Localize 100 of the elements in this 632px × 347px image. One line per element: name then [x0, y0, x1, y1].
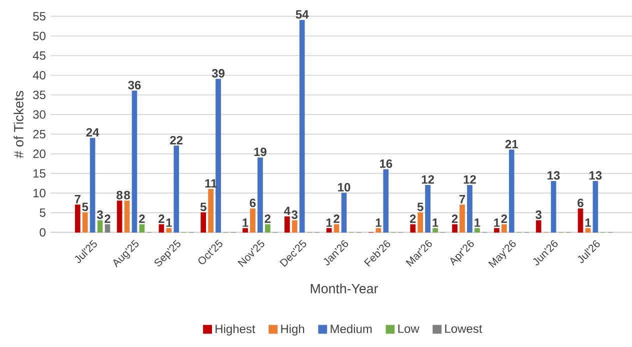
legend-label: High — [281, 324, 304, 336]
data-label: 12 — [464, 175, 476, 184]
bar — [90, 138, 96, 233]
data-label: 2 — [410, 214, 416, 223]
bar — [452, 224, 458, 233]
data-label: 6 — [578, 198, 584, 208]
data-label: 1 — [432, 218, 438, 227]
bar — [467, 184, 472, 233]
bar — [208, 188, 214, 233]
y-tick-label: 50 — [33, 32, 46, 40]
y-tick-label: 45 — [32, 51, 46, 60]
bar — [501, 224, 507, 233]
data-label: 8 — [116, 190, 123, 200]
bar — [264, 224, 270, 233]
data-label: 8 — [124, 190, 130, 200]
legend-label: Highest — [216, 324, 256, 336]
data-label: 6 — [250, 198, 256, 208]
data-label: 7 — [459, 194, 466, 204]
data-label: 24 — [86, 128, 100, 136]
data-label: 13 — [590, 171, 602, 180]
bar — [139, 224, 145, 233]
data-label: 1 — [326, 218, 332, 227]
data-label: 2 — [158, 214, 164, 223]
data-label: 7 — [74, 194, 80, 204]
data-label: 19 — [254, 148, 266, 156]
data-label: 5 — [417, 202, 424, 212]
data-label: 2 — [501, 214, 508, 223]
data-label: 3 — [96, 210, 103, 219]
data-label: 36 — [128, 80, 141, 90]
bar — [410, 224, 416, 233]
data-label: 10 — [338, 182, 350, 192]
y-tick-label: 0 — [40, 228, 46, 237]
data-label: 2 — [104, 214, 110, 223]
bar — [326, 228, 332, 233]
y-tick-label: 35 — [33, 90, 46, 100]
y-tick-label: 5 — [40, 208, 46, 217]
legend-label: Low — [398, 324, 420, 333]
y-tick-label: 10 — [34, 188, 46, 198]
bar — [432, 228, 438, 233]
bar — [299, 20, 305, 233]
bar — [425, 184, 430, 233]
y-tick-label: 20 — [33, 150, 46, 158]
data-label: 39 — [212, 69, 225, 78]
data-label: 22 — [170, 136, 183, 144]
bar — [383, 169, 389, 233]
data-label: 12 — [422, 175, 434, 184]
y-axis-title: # of Tickets — [14, 90, 24, 158]
data-label: 1 — [166, 218, 172, 227]
data-label: 3 — [536, 210, 542, 219]
bar — [460, 204, 465, 233]
bar — [292, 220, 298, 233]
data-label: 5 — [200, 202, 206, 212]
data-label: 2 — [334, 214, 340, 223]
bar — [376, 228, 382, 233]
data-label: 1 — [242, 218, 248, 227]
bar — [174, 146, 180, 233]
bar — [508, 150, 514, 233]
bar — [341, 192, 347, 233]
data-label: 2 — [139, 214, 145, 223]
y-tick-label: 15 — [34, 169, 46, 178]
bar — [418, 212, 424, 233]
bar — [578, 208, 584, 233]
bar — [166, 228, 172, 233]
data-label: 1 — [376, 218, 382, 227]
x-axis-title: Month-Year — [310, 284, 378, 294]
data-label: 21 — [505, 140, 518, 148]
bar — [200, 212, 206, 233]
bar — [74, 204, 80, 233]
data-label: 3 — [292, 210, 298, 219]
bar — [158, 224, 164, 233]
bar — [284, 216, 290, 233]
data-label: 4 — [284, 206, 290, 216]
bar — [585, 228, 591, 233]
y-tick-label: 30 — [33, 110, 46, 119]
data-label: 1 — [494, 218, 500, 227]
bar — [250, 208, 256, 233]
data-label: 1 — [474, 218, 480, 227]
y-tick-label: 55 — [33, 12, 46, 21]
bar — [474, 228, 480, 233]
y-tick-label: 25 — [33, 130, 46, 138]
data-label: 16 — [380, 159, 392, 168]
bar — [334, 224, 340, 233]
data-label: 1 — [585, 218, 591, 227]
bar — [592, 181, 598, 233]
data-label: 2 — [452, 214, 458, 223]
data-label: 13 — [548, 171, 560, 180]
bar — [132, 90, 138, 233]
bar — [216, 78, 221, 233]
bar — [82, 212, 88, 233]
data-label: 5 — [82, 202, 88, 212]
bar — [104, 224, 110, 233]
bar — [97, 220, 103, 233]
data-label: 2 — [264, 214, 271, 223]
legend-label: Lowest — [445, 324, 482, 333]
bar — [258, 157, 263, 233]
bar — [124, 200, 130, 233]
legend-label: Medium — [330, 324, 372, 334]
y-tick-label: 40 — [32, 70, 46, 80]
bar — [536, 220, 542, 233]
data-label: 54 — [296, 10, 309, 19]
